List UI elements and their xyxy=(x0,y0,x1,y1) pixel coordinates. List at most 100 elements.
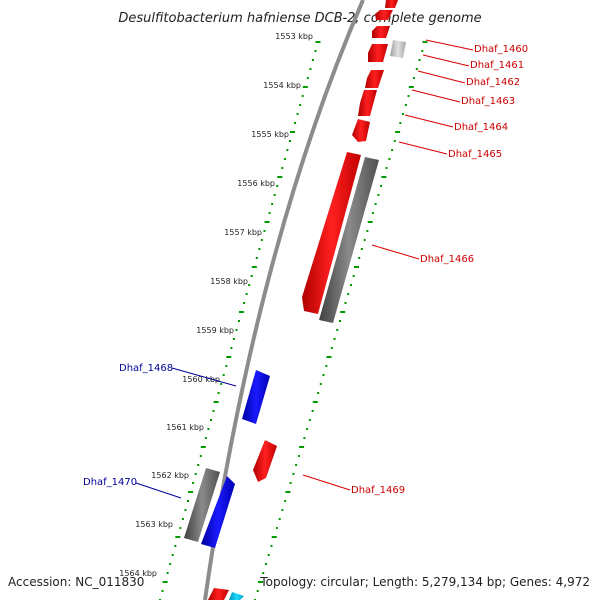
minor-tick xyxy=(283,158,286,160)
gene-label[interactable]: Dhaf_1465 xyxy=(448,149,502,160)
minor-tick xyxy=(197,464,200,466)
tick-label: 1562 kbp xyxy=(151,471,189,480)
minor-tick xyxy=(235,329,238,331)
minor-tick xyxy=(309,68,312,70)
minor-tick xyxy=(220,383,223,385)
major-tick xyxy=(312,401,318,403)
minor-tick xyxy=(314,50,317,52)
gene-feature-dhaf-1462[interactable] xyxy=(368,44,388,62)
minor-tick xyxy=(317,392,320,394)
minor-tick xyxy=(256,590,259,592)
minor-tick xyxy=(217,392,220,394)
major-tick xyxy=(271,536,277,538)
minor-tick xyxy=(212,410,215,412)
major-tick xyxy=(213,401,219,403)
gene-feature-dhaf-1460[interactable] xyxy=(372,26,390,38)
minor-tick xyxy=(294,122,297,124)
minor-tick xyxy=(296,113,299,115)
minor-tick xyxy=(222,374,225,376)
gene-feature-dhaf-1470[interactable] xyxy=(201,476,235,548)
minor-tick xyxy=(421,50,424,52)
minor-tick xyxy=(243,302,246,304)
gene-label[interactable]: Dhaf_1470 xyxy=(83,477,137,488)
minor-tick xyxy=(225,365,228,367)
minor-tick xyxy=(413,77,415,79)
minor-tick xyxy=(308,419,311,421)
minor-tick xyxy=(281,167,284,169)
minor-tick xyxy=(161,590,164,592)
tick-label: 1563 kbp xyxy=(135,520,173,529)
minor-tick xyxy=(333,338,336,340)
major-tick xyxy=(277,176,283,178)
minor-tick xyxy=(415,68,418,70)
minor-tick xyxy=(204,437,207,439)
gene-label[interactable]: Dhaf_1463 xyxy=(461,96,515,107)
accession-text: Accession: NC_011830 xyxy=(8,575,144,589)
major-tick xyxy=(264,221,270,223)
minor-tick xyxy=(166,572,169,574)
gene-label[interactable]: Dhaf_1469 xyxy=(351,485,405,496)
gene-feature-dhaf-1464[interactable] xyxy=(358,90,377,116)
minor-tick xyxy=(350,284,352,286)
gene-label[interactable]: Dhaf_1466 xyxy=(420,254,474,265)
major-tick xyxy=(367,221,373,223)
major-tick xyxy=(188,491,194,493)
minor-tick xyxy=(311,410,314,412)
leader-line xyxy=(404,114,454,128)
minor-tick xyxy=(276,185,279,187)
gene-feature-dhaf-1469[interactable] xyxy=(253,440,277,482)
minor-tick xyxy=(230,347,233,349)
gene-feature-dhaf-1468[interactable] xyxy=(242,370,270,424)
gene-feature-dhaf-1471[interactable] xyxy=(208,588,229,600)
major-tick xyxy=(302,86,308,88)
gene-feature-dhaf-1472[interactable] xyxy=(229,592,244,600)
genome-summary-text: Topology: circular; Length: 5,279,134 bp… xyxy=(259,575,590,589)
tick-labels: 1553 kbp 1554 kbp 1555 kbp 1556 kbp 1557… xyxy=(119,32,313,578)
gene-feature-dhaf-1459[interactable] xyxy=(385,0,398,8)
minor-tick xyxy=(258,248,261,250)
major-tick xyxy=(285,491,291,493)
minor-tick xyxy=(232,338,235,340)
tick-label: 1558 kbp xyxy=(210,277,248,286)
minor-tick xyxy=(330,347,333,349)
major-tick xyxy=(299,446,305,448)
major-tick xyxy=(381,176,387,178)
gene-label[interactable]: Dhaf_1462 xyxy=(466,77,520,88)
major-tick xyxy=(326,356,332,358)
forward-features xyxy=(208,0,406,600)
gene-label[interactable]: Dhaf_1468 xyxy=(119,363,173,374)
minor-tick xyxy=(336,329,339,331)
gene-feature-dhaf-1466[interactable] xyxy=(302,152,361,314)
leader-line xyxy=(425,39,474,51)
gene-feature-dhaf-1470-other[interactable] xyxy=(184,468,220,542)
leader-line xyxy=(411,89,461,103)
minor-tick xyxy=(270,545,273,547)
minor-tick xyxy=(262,572,265,574)
minor-tick xyxy=(268,212,271,214)
minor-tick xyxy=(273,194,276,196)
gene-feature-dhaf-1459b[interactable] xyxy=(375,10,393,20)
gene-feature-dhaf-1465[interactable] xyxy=(352,119,370,142)
minor-tick xyxy=(248,284,251,286)
minor-tick xyxy=(187,500,189,502)
gene-feature-dhaf-1461[interactable] xyxy=(390,40,406,58)
gene-label[interactable]: Dhaf_1460 xyxy=(474,44,528,55)
inner-tick-ring xyxy=(159,41,321,600)
gene-feature-dhaf-1467[interactable] xyxy=(319,157,379,323)
leader-line xyxy=(171,367,237,387)
minor-tick xyxy=(286,149,289,151)
minor-tick xyxy=(374,203,377,205)
leader-line xyxy=(422,54,470,67)
major-tick xyxy=(340,311,346,313)
minor-tick xyxy=(360,248,363,250)
minor-tick xyxy=(210,419,212,421)
minor-tick xyxy=(306,77,309,79)
minor-tick xyxy=(363,239,366,241)
minor-tick xyxy=(366,230,369,232)
gene-label[interactable]: Dhaf_1461 xyxy=(470,60,524,71)
outer-tick-ring xyxy=(254,41,428,600)
gene-feature-dhaf-1463[interactable] xyxy=(365,70,384,88)
gene-label[interactable]: Dhaf_1464 xyxy=(454,122,508,133)
minor-tick xyxy=(192,482,195,484)
minor-tick xyxy=(250,275,253,277)
